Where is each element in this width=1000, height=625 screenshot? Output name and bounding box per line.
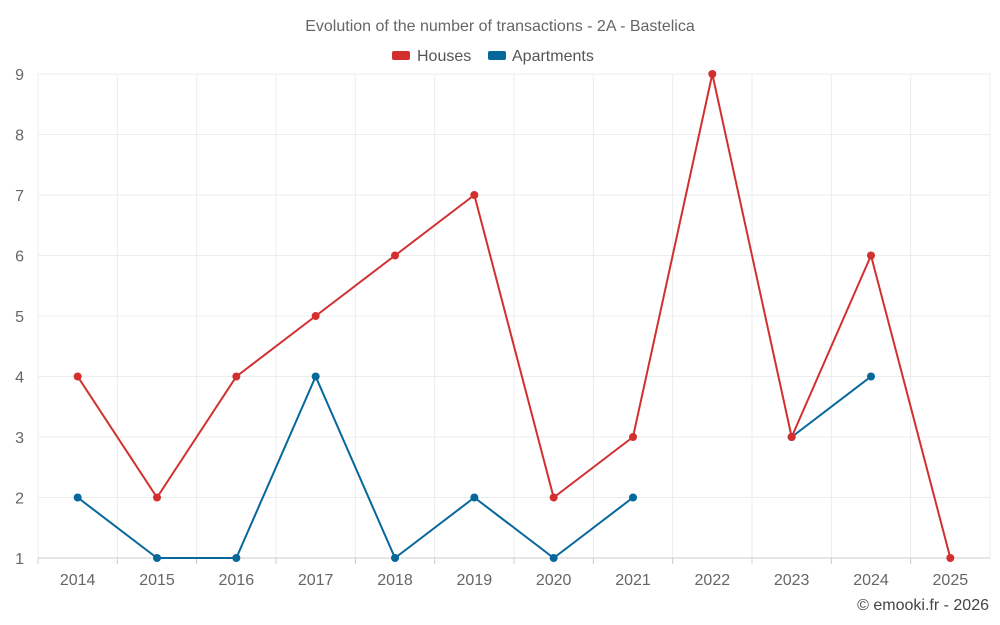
data-point-houses[interactable]	[470, 191, 479, 199]
x-tick-label: 2020	[536, 572, 572, 589]
data-point-apartments[interactable]	[153, 554, 161, 562]
data-point-apartments[interactable]	[232, 554, 241, 562]
y-tick-label: 2	[15, 491, 24, 508]
data-point-apartments[interactable]	[73, 493, 82, 502]
data-point-apartments[interactable]	[391, 554, 399, 562]
data-point-houses[interactable]	[867, 251, 875, 260]
x-tick-label: 2016	[219, 572, 255, 589]
data-point-houses[interactable]	[73, 372, 82, 381]
y-tick-label: 3	[15, 430, 24, 447]
series-apartments	[73, 372, 875, 562]
series-houses	[73, 70, 955, 562]
series-line-apartments	[77, 375, 872, 559]
data-point-apartments[interactable]	[470, 493, 479, 502]
legend: Houses Apartments	[392, 48, 594, 65]
data-point-houses[interactable]	[232, 372, 241, 381]
legend-swatch-apartments	[488, 51, 506, 60]
x-tick-label: 2024	[853, 572, 889, 589]
y-tick-label: 1	[15, 551, 24, 568]
data-point-houses[interactable]	[153, 493, 161, 502]
data-point-houses[interactable]	[311, 312, 320, 320]
data-point-houses[interactable]	[787, 433, 796, 441]
data-point-houses[interactable]	[549, 493, 558, 502]
x-tick-label: 2019	[457, 572, 493, 589]
data-point-houses[interactable]	[946, 554, 955, 562]
x-tick-label: 2021	[615, 572, 651, 589]
credit-text: © emooki.fr - 2026	[857, 597, 989, 614]
x-tick-label: 2023	[774, 572, 810, 589]
data-point-houses[interactable]	[708, 70, 717, 78]
y-tick-label: 9	[15, 67, 24, 84]
legend-item-houses[interactable]: Houses	[392, 48, 471, 65]
chart-title: Evolution of the number of transactions …	[305, 18, 695, 35]
x-tick-label: 2015	[139, 572, 175, 589]
legend-item-apartments[interactable]: Apartments	[488, 48, 594, 65]
data-point-houses[interactable]	[629, 433, 637, 441]
x-tick-label: 2025	[933, 572, 969, 589]
x-tick-label: 2022	[695, 572, 731, 589]
data-point-houses[interactable]	[391, 251, 399, 260]
series-line-houses	[76, 73, 952, 559]
y-tick-label: 6	[15, 249, 24, 266]
legend-label-apartments: Apartments	[512, 48, 594, 65]
data-point-apartments[interactable]	[311, 372, 320, 381]
data-point-apartments[interactable]	[629, 493, 637, 502]
x-tick-label: 2018	[377, 572, 413, 589]
y-tick-label: 8	[15, 128, 24, 145]
legend-label-houses: Houses	[417, 48, 471, 65]
x-tick-label: 2017	[298, 572, 334, 589]
x-tick-label: 2014	[60, 572, 96, 589]
series	[73, 70, 955, 562]
y-tick-label: 5	[15, 309, 24, 326]
grid	[37, 73, 991, 558]
data-point-apartments[interactable]	[549, 554, 558, 562]
axes: 1 2 3 4 5 6 7 8 9 2014 2015 2016 2017 2018 2019 2020 202…	[15, 67, 990, 589]
legend-swatch-houses	[392, 51, 410, 60]
y-tick-label: 4	[15, 370, 24, 387]
y-tick-label: 7	[15, 188, 24, 205]
data-point-apartments[interactable]	[867, 372, 875, 381]
